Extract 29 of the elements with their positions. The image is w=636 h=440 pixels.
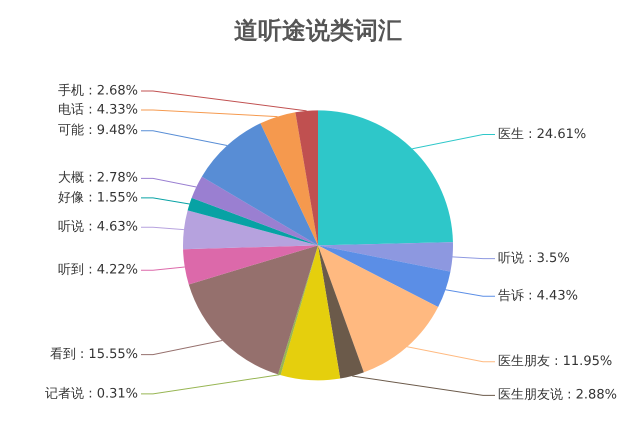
data-label: : 2.78% [88,170,138,186]
slice-label: 医生朋友说 [498,388,563,403]
slice-label: 听说 [498,251,524,266]
data-label: : 4.22% [88,262,138,278]
data-label: : 3.5% [528,251,570,266]
slice-label: 好像 [58,190,84,206]
data-label: : 4.63% [88,220,138,235]
slice-label: 听到 [58,262,84,278]
data-label: : 11.95% [554,354,612,370]
slice-label: 大概 [58,170,84,186]
data-label: : 0.31% [88,386,138,402]
data-label: : 1.55% [88,190,138,206]
slice-label: 电话 [58,102,84,118]
data-label: : 9.48% [88,123,138,138]
slice-label: 告诉 [498,288,524,304]
slice-label: 看到 [50,346,76,362]
data-label: : 2.88% [567,388,617,403]
data-label: : 24.61% [528,126,586,142]
slice-label: 可能 [58,123,84,138]
slice-label: 记者说 [45,386,84,402]
slice-label: 手机 [58,83,84,98]
data-label: : 2.68% [88,83,138,98]
slice-label: 医生朋友 [498,354,550,370]
data-label: : 4.43% [528,288,578,304]
slice-label: 医生 [498,126,524,142]
slice-label: 听说 [58,220,84,235]
data-label: : 4.33% [88,102,138,118]
data-label: : 15.55% [80,346,138,362]
chart-title: 道听途说类词汇 [234,16,402,45]
